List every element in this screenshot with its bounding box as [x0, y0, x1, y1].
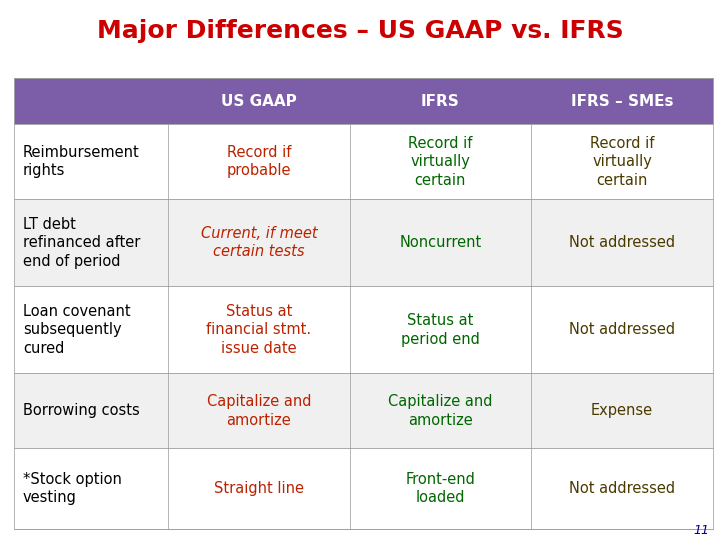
- FancyBboxPatch shape: [14, 448, 713, 529]
- Text: Record if
virtually
certain: Record if virtually certain: [408, 136, 472, 188]
- Text: Loan covenant
subsequently
cured: Loan covenant subsequently cured: [23, 303, 130, 356]
- FancyBboxPatch shape: [14, 124, 713, 199]
- Text: Borrowing costs: Borrowing costs: [23, 403, 140, 418]
- FancyBboxPatch shape: [14, 373, 713, 448]
- Text: Not addressed: Not addressed: [569, 481, 675, 496]
- Text: Not addressed: Not addressed: [569, 235, 675, 250]
- FancyBboxPatch shape: [14, 78, 713, 124]
- Text: Not addressed: Not addressed: [569, 322, 675, 338]
- Text: Noncurrent: Noncurrent: [400, 235, 482, 250]
- Text: Front-end
loaded: Front-end loaded: [405, 472, 475, 505]
- Text: Major Differences – US GAAP vs. IFRS: Major Differences – US GAAP vs. IFRS: [96, 19, 624, 43]
- Text: Reimbursement
rights: Reimbursement rights: [23, 145, 140, 178]
- Text: Expense: Expense: [591, 403, 653, 418]
- Text: Straight line: Straight line: [214, 481, 304, 496]
- Text: Current, if meet
certain tests: Current, if meet certain tests: [201, 226, 317, 259]
- Text: Status at
financial stmt.
issue date: Status at financial stmt. issue date: [206, 303, 312, 356]
- Text: IFRS: IFRS: [421, 94, 460, 109]
- FancyBboxPatch shape: [14, 286, 713, 373]
- Text: Capitalize and
amortize: Capitalize and amortize: [207, 394, 311, 428]
- Text: Record if
virtually
certain: Record if virtually certain: [590, 136, 654, 188]
- Text: US GAAP: US GAAP: [221, 94, 297, 109]
- Text: LT debt
refinanced after
end of period: LT debt refinanced after end of period: [23, 217, 140, 269]
- Text: 11: 11: [693, 524, 709, 537]
- Text: IFRS – SMEs: IFRS – SMEs: [571, 94, 673, 109]
- Text: Record if
probable: Record if probable: [227, 145, 291, 178]
- Text: Capitalize and
amortize: Capitalize and amortize: [388, 394, 492, 428]
- Text: *Stock option
vesting: *Stock option vesting: [23, 472, 122, 505]
- FancyBboxPatch shape: [14, 199, 713, 286]
- Text: Status at
period end: Status at period end: [401, 313, 480, 347]
